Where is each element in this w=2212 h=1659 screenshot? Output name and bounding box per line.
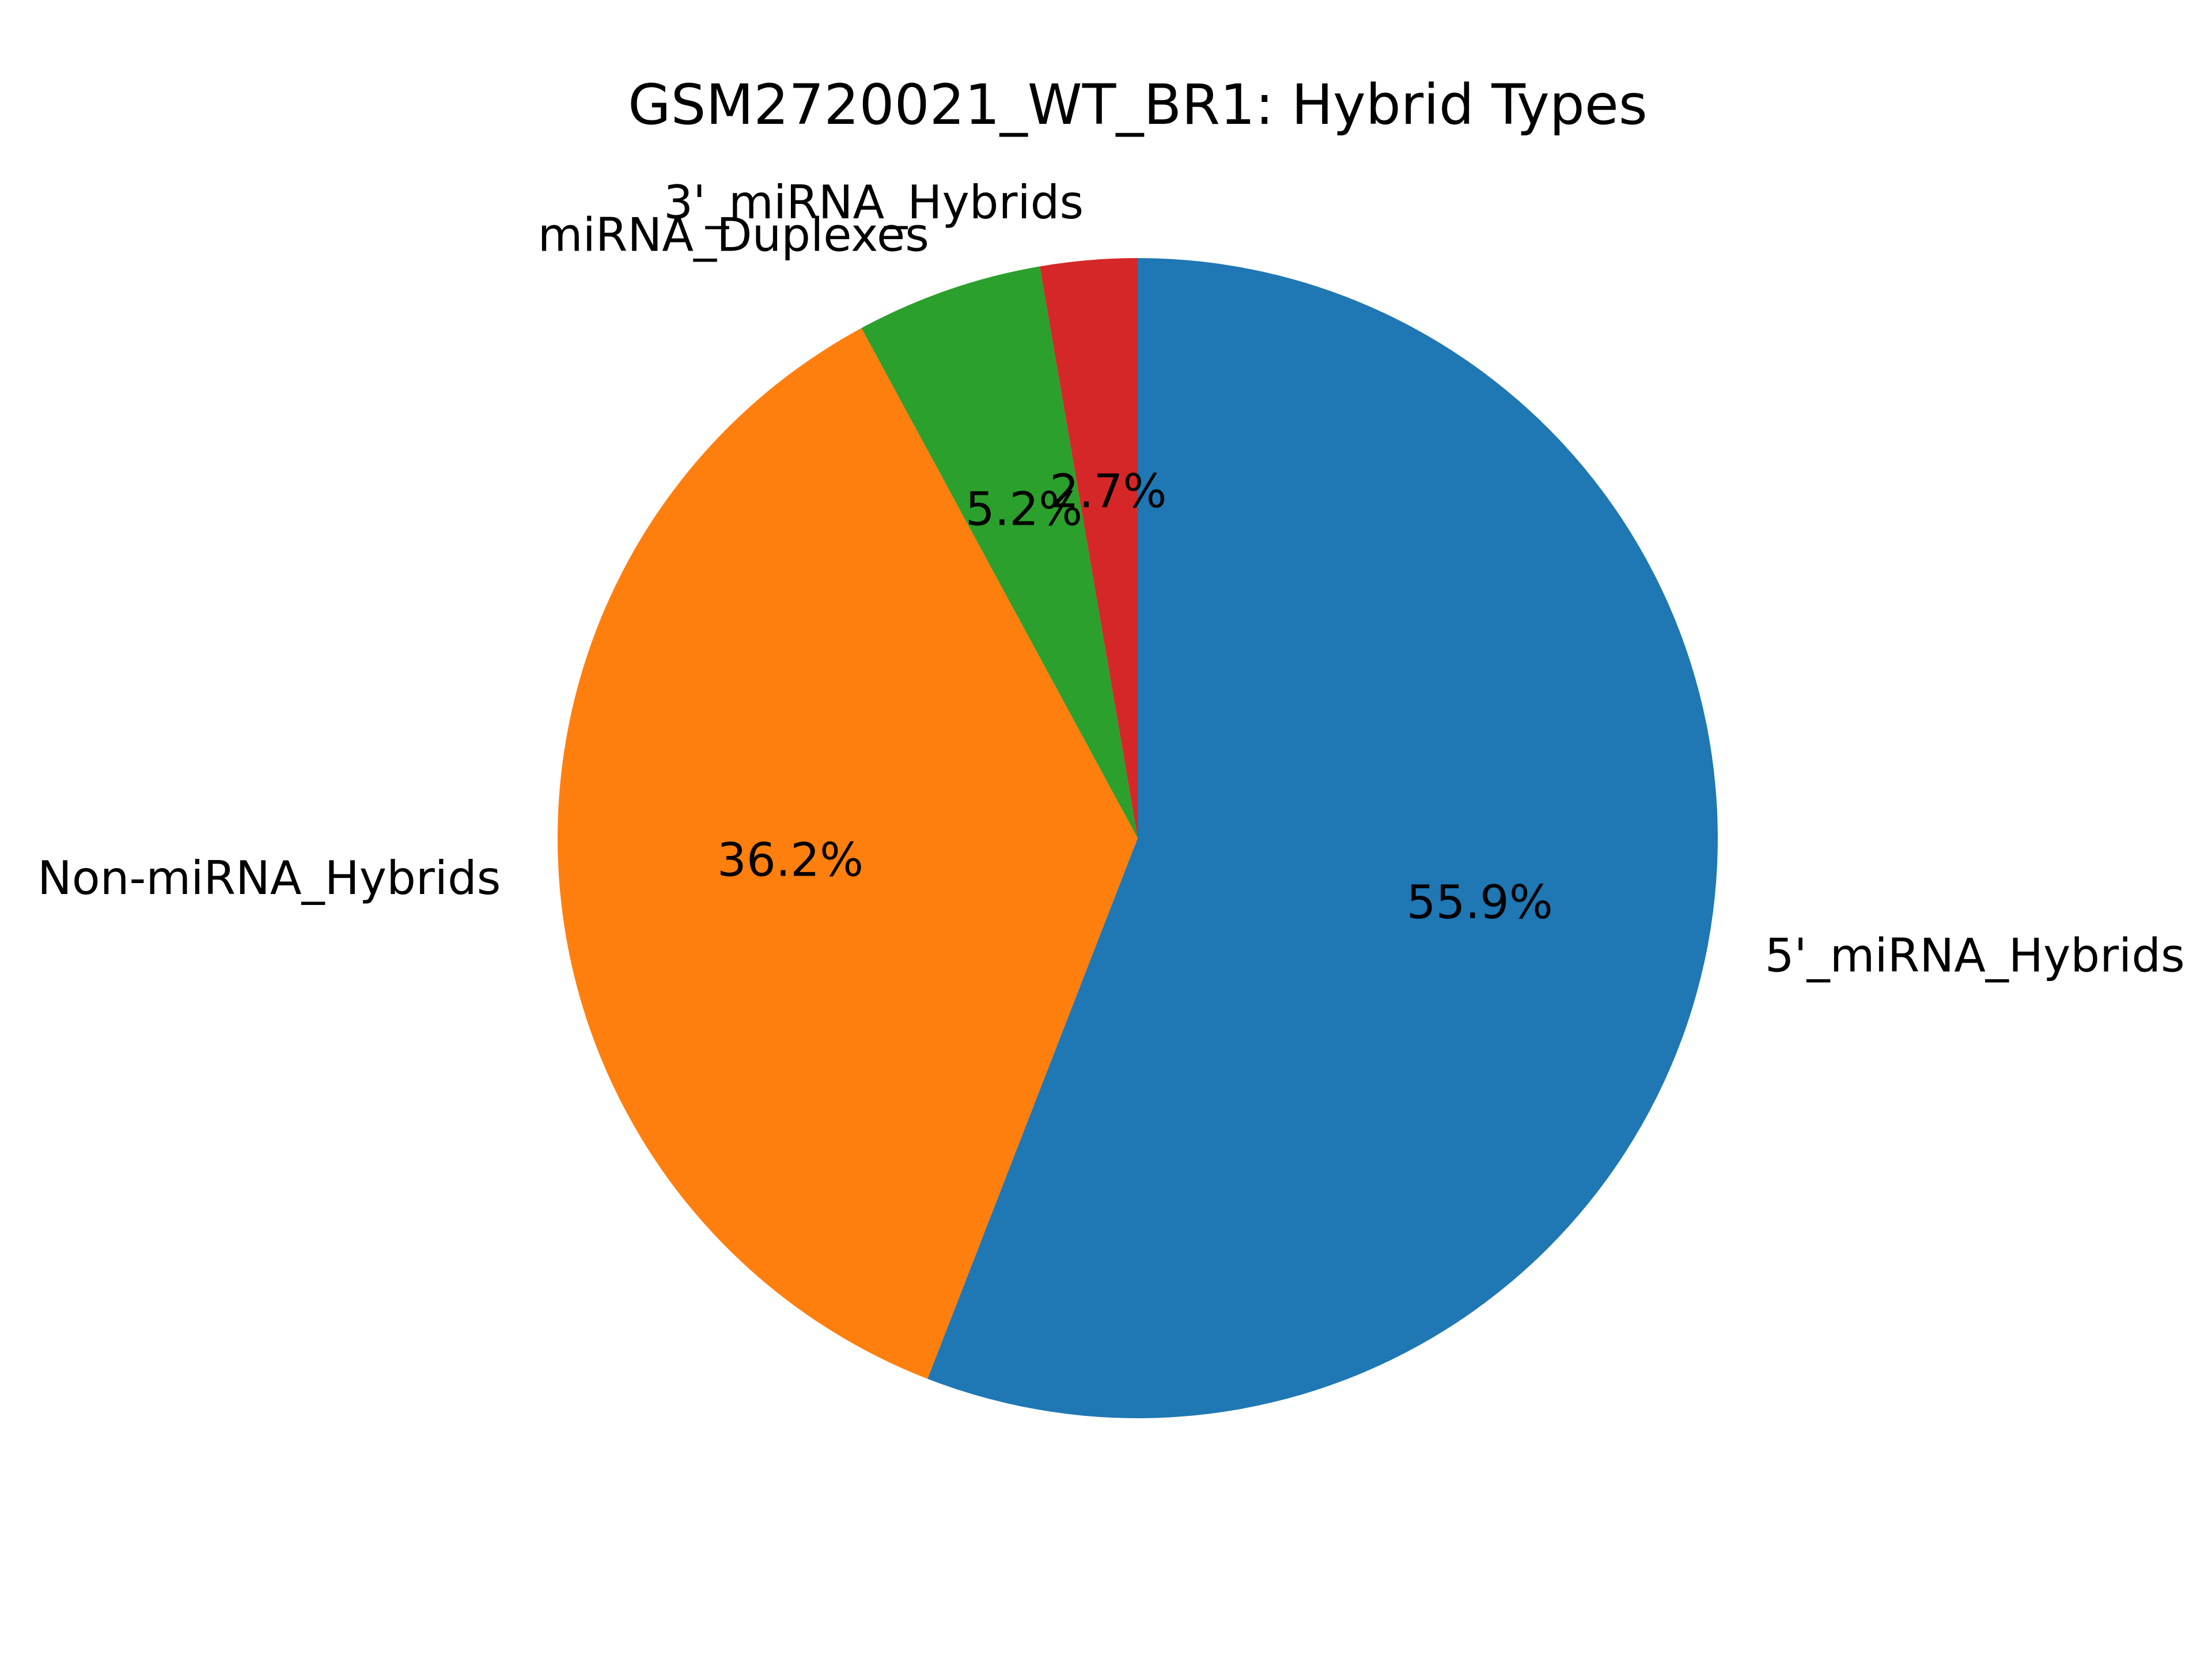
pct-label-mirna-duplexes: 5.2%: [965, 482, 1082, 536]
pct-label-non-mirna-hybrids: 36.2%: [717, 833, 863, 887]
pie-slices: [557, 258, 1718, 1418]
pie-slice-mirna-duplexes: [861, 266, 1138, 838]
slice-label-non-mirna-hybrids: Non-miRNA_Hybrids: [37, 851, 501, 905]
pie-slice-3-mirna-hybrids: [1039, 258, 1138, 838]
pct-label-3-mirna-hybrids: 2.7%: [1050, 464, 1166, 518]
slice-label-5-mirna-hybrids: 5'_miRNA_Hybrids: [1765, 929, 2185, 983]
slice-label-3-mirna-hybrids: 3'_miRNA_Hybrids: [664, 176, 1084, 229]
pie-slice-non-mirna-hybrids: [557, 328, 1138, 1379]
pct-label-5-mirna-hybrids: 55.9%: [1407, 876, 1553, 929]
pie-labels: 5'_miRNA_Hybrids 55.9% Non-miRNA_Hybrids 36…: [37, 176, 2185, 983]
chart-title: GSM2720021_WT_BR1: Hybrid Types: [628, 73, 1647, 137]
pie-slice-5-mirna-hybrids: [927, 258, 1718, 1418]
slice-label-mirna-duplexes: miRNA_Duplexes: [538, 209, 929, 262]
